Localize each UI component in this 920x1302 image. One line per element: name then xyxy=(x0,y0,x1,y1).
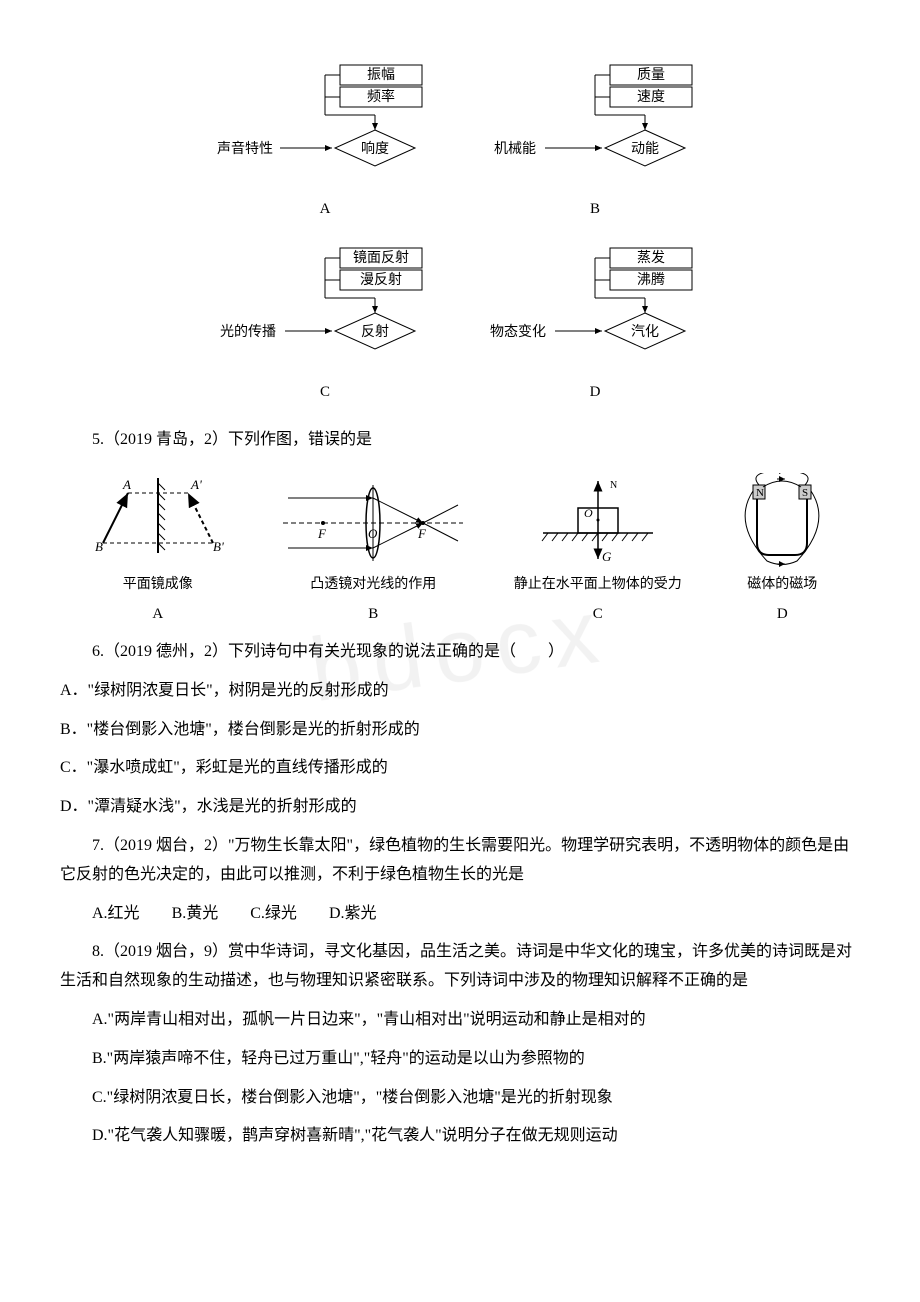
concept-map-svg: 质量 速度 动能 机械能 xyxy=(480,60,710,190)
svg-text:速度: 速度 xyxy=(637,89,665,105)
q8-stem: 8.（2019 烟台，9）赏中华诗词，寻文化基因，品生活之美。诗词是中华文化的瑰… xyxy=(60,938,860,996)
svg-text:光的传播: 光的传播 xyxy=(220,324,276,340)
q5-stem: 5.（2019 青岛，2）下列作图，错误的是 xyxy=(60,426,860,455)
svg-text:汽化: 汽化 xyxy=(631,324,659,340)
svg-text:镜面反射: 镜面反射 xyxy=(353,250,409,266)
q5-labB: B xyxy=(368,601,378,628)
svg-text:A': A' xyxy=(190,477,202,492)
q4-diagram-B: 质量 速度 动能 机械能 B xyxy=(480,60,710,223)
q7-stem: 7.（2019 烟台，2）"万物生长靠太阳"，绿色植物的生长需要阳光。物理学研究… xyxy=(60,832,860,890)
q6-stem: 6.（2019 德州，2）下列诗句中有关光现象的说法正确的是（ ） xyxy=(60,638,860,667)
svg-text:蒸发: 蒸发 xyxy=(637,250,665,266)
center: 响度 xyxy=(361,141,389,157)
svg-text:A: A xyxy=(122,477,131,492)
q4-label-C: C xyxy=(320,379,330,406)
svg-text:反射: 反射 xyxy=(361,324,389,340)
q4-row2: 镜面反射 漫反射 反射 光的传播 C 蒸发 沸腾 汽化 xyxy=(60,243,860,406)
q8-A: A."两岸青山相对出，孤帆一片日边来"，"青山相对出"说明运动和静止是相对的 xyxy=(60,1006,860,1035)
up1: 振幅 xyxy=(367,67,395,83)
force-svg: O N G xyxy=(528,473,668,568)
svg-text:物态变化: 物态变化 xyxy=(490,324,546,340)
q4-label-B: B xyxy=(590,196,600,223)
concept-map-svg: 镜面反射 漫反射 反射 光的传播 xyxy=(210,243,440,373)
svg-text:质量: 质量 xyxy=(637,67,665,83)
svg-text:S: S xyxy=(802,487,808,499)
svg-text:B': B' xyxy=(213,539,224,554)
svg-text:机械能: 机械能 xyxy=(494,141,536,157)
svg-text:O: O xyxy=(368,526,378,541)
q7-A: A.红光 xyxy=(92,905,140,922)
svg-text:B: B xyxy=(95,539,103,554)
q4-diagram-C: 镜面反射 漫反射 反射 光的传播 C xyxy=(210,243,440,406)
mirror-image-svg: A B A' B' xyxy=(83,473,233,568)
up2: 频率 xyxy=(367,88,395,105)
concept-map-svg: 蒸发 沸腾 汽化 物态变化 xyxy=(480,243,710,373)
q5-labA: A xyxy=(152,601,163,628)
q4-diagram-A: 振幅 频率 响度 声音特性 A xyxy=(210,60,440,223)
q4-diagram-D: 蒸发 沸腾 汽化 物态变化 D xyxy=(480,243,710,406)
q5-labD: D xyxy=(777,601,788,628)
q5-fig-B: F F O 凸透镜对光线的作用 B xyxy=(278,473,468,628)
q5-fig-D: N S 磁体的磁场 D xyxy=(727,473,837,628)
q6-B: B．"楼台倒影入池塘"，楼台倒影是光的折射形成的 xyxy=(60,716,860,745)
q7-D: D.紫光 xyxy=(329,905,377,922)
q4-label-A: A xyxy=(320,196,331,223)
q7-C: C.绿光 xyxy=(250,905,297,922)
q8-D: D."花气袭人知骤暖，鹊声穿树喜新晴","花气袭人"说明分子在做无规则运动 xyxy=(60,1122,860,1151)
svg-text:动能: 动能 xyxy=(631,141,659,157)
q8-C: C."绿树阴浓夏日长，楼台倒影入池塘"，"楼台倒影入池塘"是光的折射现象 xyxy=(60,1084,860,1113)
q5-figures: A B A' B' 平面镜成像 A F F O xyxy=(60,473,860,628)
q5-capA: 平面镜成像 xyxy=(123,572,193,597)
lens-svg: F F O xyxy=(278,473,468,568)
svg-text:G: G xyxy=(602,549,612,564)
svg-text:N: N xyxy=(610,480,617,491)
q7-B: B.黄光 xyxy=(172,905,219,922)
q5-capD: 磁体的磁场 xyxy=(747,572,817,597)
q6-D: D．"潭清疑水浅"，水浅是光的折射形成的 xyxy=(60,793,860,822)
q4-label-D: D xyxy=(590,379,601,406)
q5-fig-C: O N G 静止在水平面上物体的受力 C xyxy=(514,473,682,628)
q8-B: B."两岸猿声啼不住，轻舟已过万重山","轻舟"的运动是以山为参照物的 xyxy=(60,1045,860,1074)
svg-text:N: N xyxy=(756,487,764,499)
svg-text:沸腾: 沸腾 xyxy=(637,271,665,288)
q5-capB: 凸透镜对光线的作用 xyxy=(310,572,436,597)
left: 声音特性 xyxy=(217,140,273,157)
q7-opts: A.红光 B.黄光 C.绿光 D.紫光 xyxy=(60,900,860,929)
q5-fig-A: A B A' B' 平面镜成像 A xyxy=(83,473,233,628)
q5-labC: C xyxy=(593,601,603,628)
q6-A: A．"绿树阴浓夏日长"，树阴是光的反射形成的 xyxy=(60,677,860,706)
svg-text:O: O xyxy=(584,506,593,520)
magnet-svg: N S xyxy=(727,473,837,568)
svg-text:漫反射: 漫反射 xyxy=(360,272,402,288)
q6-C: C．"瀑水喷成虹"，彩虹是光的直线传播形成的 xyxy=(60,754,860,783)
q4-row1: 振幅 频率 响度 声音特性 A 质量 速度 xyxy=(60,60,860,223)
svg-text:F: F xyxy=(317,526,327,541)
concept-map-svg: 振幅 频率 响度 声音特性 xyxy=(210,60,440,190)
q5-capC: 静止在水平面上物体的受力 xyxy=(514,572,682,597)
svg-text:F: F xyxy=(417,526,427,541)
